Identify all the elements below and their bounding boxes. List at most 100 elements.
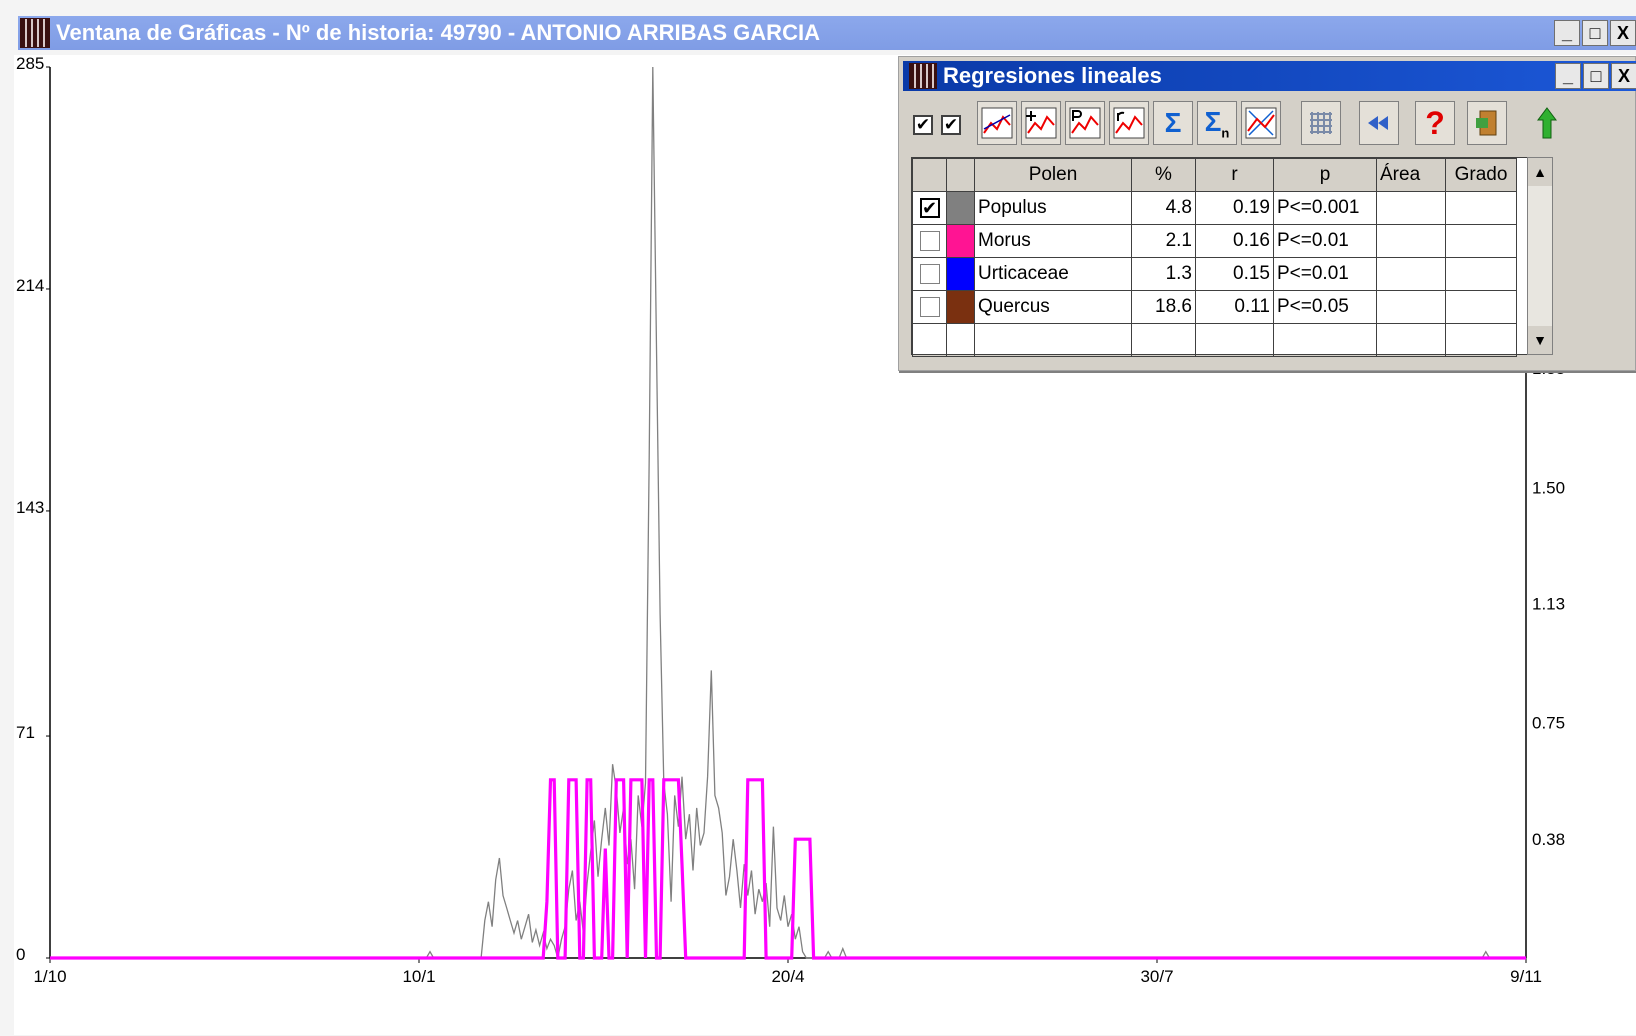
sigma-n-icon: Σn [1204,105,1230,141]
x-tick-label: 20/4 [771,967,804,986]
row-checkbox[interactable] [919,263,940,284]
header-color [946,158,975,192]
row-checkbox-cell[interactable] [912,257,947,291]
toolbar-checkbox-2[interactable]: ✔ [941,115,961,135]
row-area [1376,290,1446,324]
row-p: P<=0.05 [1273,290,1377,324]
row-p: P<=0.01 [1273,224,1377,258]
header-percent[interactable]: % [1131,158,1196,192]
table-scrollbar[interactable]: ▲ ▼ [1527,157,1553,355]
row-polen: Populus [974,191,1132,225]
header-check [912,158,947,192]
line-chart-icon [981,107,1013,139]
scatter-icon [1245,107,1277,139]
regression-window-title: Regresiones lineales [943,63,1162,88]
rewind-button[interactable] [1359,101,1399,145]
row-area [1376,191,1446,225]
table-row[interactable]: Morus 2.1 0.16 P<=0.01 [912,224,1517,258]
line-chart-p-icon [1069,107,1101,139]
row-grado [1445,257,1517,291]
main-window-title: Ventana de Gráficas - Nº de historia: 49… [56,20,820,45]
row-color-cell [946,224,975,258]
regression-table: Polen % r p Área Grado ✔ Populus 4.8 0.19 P<… [912,158,1517,357]
scroll-down-icon[interactable]: ▼ [1528,326,1552,354]
table-row-empty[interactable] [912,323,1517,357]
sigma-n-button[interactable]: Σn [1197,101,1237,145]
up-arrow-icon [1537,107,1557,139]
row-checkbox[interactable] [919,296,940,317]
row-checkbox[interactable] [919,230,940,251]
regression-grid: Polen % r p Área Grado ✔ Populus 4.8 0.19 P<… [911,157,1535,357]
row-checkbox-cell[interactable] [912,224,947,258]
regression-minimize-button[interactable]: _ [1555,63,1581,89]
row-color-cell [946,191,975,225]
line-chart-add-icon [1025,107,1057,139]
scroll-up-icon[interactable]: ▲ [1528,158,1552,186]
help-button[interactable]: ? [1415,101,1455,145]
row-checkbox-cell[interactable]: ✔ [912,191,947,225]
row-checkbox[interactable]: ✔ [919,197,940,218]
table-row[interactable]: Quercus 18.6 0.11 P<=0.05 [912,290,1517,324]
row-r: 0.11 [1195,290,1274,324]
empty-cell [1131,323,1196,357]
exit-button[interactable] [1467,101,1507,145]
regression-maximize-button[interactable]: □ [1583,63,1609,89]
empty-cell [912,323,947,357]
row-p: P<=0.001 [1273,191,1377,225]
row-percent: 4.8 [1131,191,1196,225]
line-chart-add-button[interactable] [1021,101,1061,145]
row-polen: Quercus [974,290,1132,324]
sigma-icon: Σ [1164,107,1182,138]
scatter-button[interactable] [1241,101,1281,145]
row-r: 0.15 [1195,257,1274,291]
maximize-button[interactable]: □ [1582,20,1608,46]
sigma-button[interactable]: Σ [1153,101,1193,145]
row-area [1376,224,1446,258]
row-grado [1445,191,1517,225]
x-tick-label: 9/11 [1510,967,1542,986]
line-chart-r-button[interactable] [1109,101,1149,145]
up-arrow-button[interactable] [1527,101,1567,145]
row-percent: 1.3 [1131,257,1196,291]
regression-window-controls: _ □ X [1553,63,1636,89]
regression-window[interactable]: Regresiones lineales _ □ X ✔ ✔ [898,56,1636,371]
minimize-button[interactable]: _ [1554,20,1580,46]
empty-cell [1376,323,1446,357]
color-swatch [947,258,974,290]
toolbar-checkbox-1[interactable]: ✔ [913,115,933,135]
row-r: 0.19 [1195,191,1274,225]
grid-icon [1310,112,1332,134]
header-area[interactable]: Área [1376,158,1446,192]
table-row[interactable]: ✔ Populus 4.8 0.19 P<=0.001 [912,191,1517,225]
y-right-tick-label: 0.38 [1532,830,1565,849]
x-tick-label: 1/10 [33,967,66,986]
header-grado[interactable]: Grado [1445,158,1517,192]
close-button[interactable]: X [1610,20,1636,46]
header-r[interactable]: r [1195,158,1274,192]
main-window-controls: _ □ X [1552,20,1636,46]
main-window-titlebar[interactable]: Ventana de Gráficas - Nº de historia: 49… [18,16,1636,50]
row-checkbox-cell[interactable] [912,290,947,324]
table-row[interactable]: Urticaceae 1.3 0.15 P<=0.01 [912,257,1517,291]
pollen-chart: 0711432142850.380.751.131.501.881/1010/1… [16,55,1565,986]
row-grado [1445,224,1517,258]
row-color-cell [946,290,975,324]
row-grado [1445,290,1517,324]
y-left-tick-label: 214 [16,276,44,295]
header-polen[interactable]: Polen [974,158,1132,192]
row-percent: 2.1 [1131,224,1196,258]
regression-close-button[interactable]: X [1611,63,1636,89]
y-right-tick-label: 1.13 [1532,594,1565,613]
regression-toolbar: ✔ ✔ Σ Σn [907,99,1636,149]
row-r: 0.16 [1195,224,1274,258]
chart-app-icon [20,18,50,48]
line-chart-button[interactable] [977,101,1017,145]
line-chart-p-button[interactable] [1065,101,1105,145]
empty-cell [974,323,1132,357]
regression-window-titlebar[interactable]: Regresiones lineales _ □ X [903,61,1636,91]
y-left-tick-label: 143 [16,498,44,517]
grid-button[interactable] [1301,101,1341,145]
color-swatch [947,291,974,323]
header-p[interactable]: p [1273,158,1377,192]
